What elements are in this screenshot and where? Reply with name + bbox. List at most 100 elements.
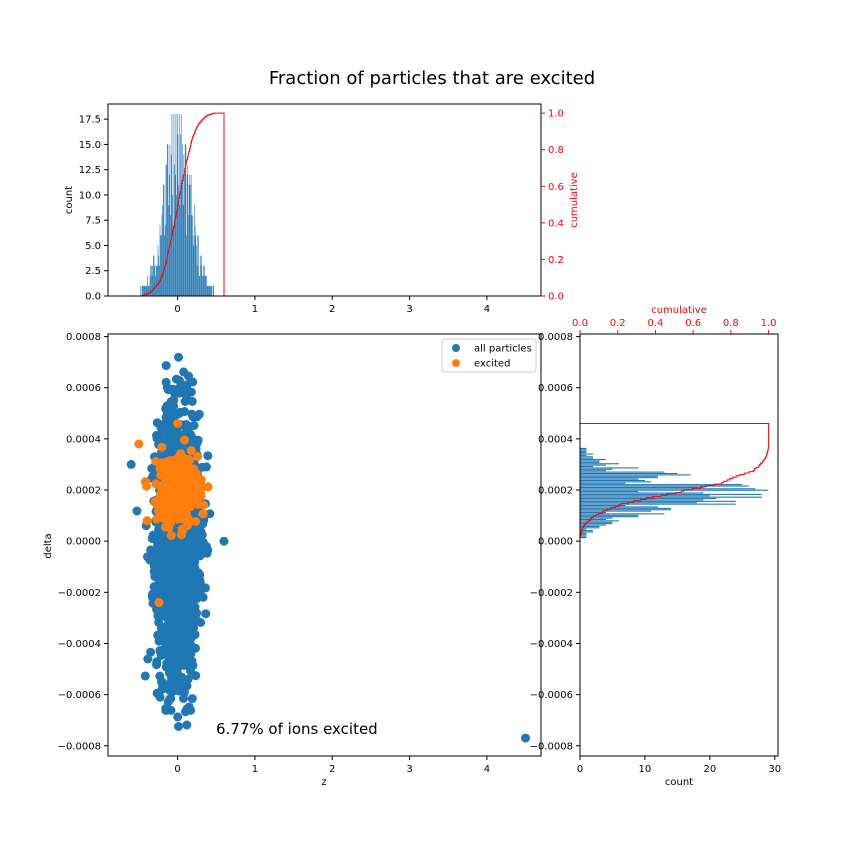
z-histogram-bar xyxy=(190,174,192,296)
z-histogram-ytick-label: 15.0 xyxy=(79,140,101,151)
all-particles-point xyxy=(143,552,152,562)
delta-histogram-bar xyxy=(580,489,769,491)
delta-histogram-bar xyxy=(580,449,587,451)
delta-histogram-xtick-label: 0 xyxy=(577,764,583,775)
z-histogram-bar xyxy=(166,164,167,296)
delta-histogram-bar xyxy=(580,523,613,525)
all-particles-point xyxy=(176,602,186,612)
delta-histogram-xtick-label: 10 xyxy=(639,764,652,775)
all-particles-point xyxy=(203,451,213,461)
delta-histogram-bar xyxy=(580,466,593,468)
all-particles-point xyxy=(155,646,165,656)
scatter-ytick-label: −0.0008 xyxy=(58,741,101,752)
z-histogram-y2tick-label: 0.8 xyxy=(548,145,564,156)
delta-histogram-x2label: cumulative xyxy=(651,305,707,316)
delta-histogram-bar xyxy=(580,516,639,518)
z-histogram-bar xyxy=(210,285,211,296)
delta-histogram-x2tick-label: 0.6 xyxy=(685,318,701,329)
delta-histogram-bar xyxy=(580,453,593,455)
delta-histogram-xtick-label: 20 xyxy=(703,764,716,775)
delta-histogram-bar xyxy=(580,503,736,505)
z-histogram-bar xyxy=(166,144,168,296)
all-particles-point xyxy=(132,506,142,516)
z-histogram-bar xyxy=(148,285,150,296)
delta-histogram-panel: 0 10 20 30 0.0 0.2 0.4 0.6 0.8 1.0 −0.0008 −0.0006 −… xyxy=(530,305,781,788)
all-particles-point xyxy=(181,391,191,401)
all-particles-point xyxy=(197,462,207,472)
z-histogram-ylabel: count xyxy=(64,186,75,214)
excited-point xyxy=(155,464,165,474)
legend-box xyxy=(441,338,537,373)
all-particles-point xyxy=(176,591,186,601)
z-histogram-bar xyxy=(178,114,180,296)
z-histogram-bar xyxy=(212,285,214,296)
z-histogram-bar xyxy=(183,154,185,296)
all-particles-point xyxy=(157,559,167,569)
z-histogram-bar xyxy=(153,255,154,296)
all-particles-point xyxy=(188,377,198,387)
excited-point xyxy=(192,474,202,484)
all-particles-point xyxy=(173,712,183,722)
z-histogram-bar xyxy=(155,265,157,296)
all-particles-point xyxy=(165,616,175,626)
delta-histogram-xtick-label: 30 xyxy=(768,764,781,775)
scatter-xtick-label: 4 xyxy=(484,764,490,775)
z-histogram-bar xyxy=(191,215,193,296)
z-histogram-bar xyxy=(151,265,152,296)
all-particles-point xyxy=(219,536,229,546)
all-particles-point xyxy=(157,635,167,645)
delta-histogram-bar xyxy=(580,456,593,458)
delta-histogram-bar xyxy=(580,509,671,511)
z-histogram-bar xyxy=(184,174,185,296)
all-particles-point xyxy=(157,628,167,638)
z-histogram-bar xyxy=(193,245,195,296)
z-histogram-bar xyxy=(208,285,209,296)
z-histogram-bar xyxy=(195,235,197,296)
delta-histogram-bar xyxy=(580,537,587,539)
delta-histogram-bar xyxy=(580,511,606,514)
z-histogram-frame xyxy=(107,103,542,297)
excited-point xyxy=(134,439,144,449)
z-histogram-xtick-label: 2 xyxy=(329,304,335,315)
z-histogram-bar xyxy=(149,285,150,296)
all-particles-point xyxy=(176,543,186,553)
delta-histogram-bar xyxy=(580,486,704,488)
z-histogram-bar xyxy=(186,174,188,296)
z-histogram-bar xyxy=(194,225,196,296)
excited-point xyxy=(166,497,176,507)
delta-histogram-bar xyxy=(580,500,736,502)
z-histogram-y2label: cumulative xyxy=(569,172,580,228)
z-histogram-bar xyxy=(178,184,179,296)
z-histogram-bar xyxy=(170,154,172,296)
z-histogram-bar xyxy=(145,285,147,296)
scatter-frame xyxy=(107,333,542,757)
delta-histogram-bar xyxy=(580,478,639,480)
z-histogram-bar xyxy=(171,114,173,296)
excited-point xyxy=(165,478,175,488)
delta-histogram-bar xyxy=(580,510,652,512)
delta-histogram-ytick-label: 0.0000 xyxy=(538,537,573,548)
excited-point xyxy=(166,531,176,540)
excited-point xyxy=(191,517,201,526)
z-histogram-xtick-label: 1 xyxy=(252,304,258,315)
delta-histogram-bar xyxy=(580,481,652,483)
all-particles-point xyxy=(178,651,188,660)
delta-histogram-bar xyxy=(580,477,658,479)
all-particles-point xyxy=(161,377,171,387)
excited-point xyxy=(179,493,189,503)
scatter-ytick-label: −0.0004 xyxy=(58,639,101,650)
delta-histogram-x2tick-label: 0.0 xyxy=(572,318,588,329)
all-particles-point xyxy=(179,383,189,393)
z-histogram-bar xyxy=(162,205,163,296)
scatter-ytick-label: 0.0006 xyxy=(66,383,101,394)
scatter-xtick-label: 2 xyxy=(329,764,335,775)
delta-histogram-bar xyxy=(580,470,606,472)
z-histogram-bar xyxy=(206,275,207,296)
z-histogram-bar xyxy=(147,285,149,296)
z-histogram-xtick-label: 3 xyxy=(406,304,412,315)
z-histogram-bar xyxy=(182,144,183,296)
all-particles-point xyxy=(167,590,176,599)
all-particles-point xyxy=(190,557,200,567)
scatter-ytick-label: 0.0004 xyxy=(66,434,101,445)
z-histogram-bar xyxy=(204,265,205,296)
